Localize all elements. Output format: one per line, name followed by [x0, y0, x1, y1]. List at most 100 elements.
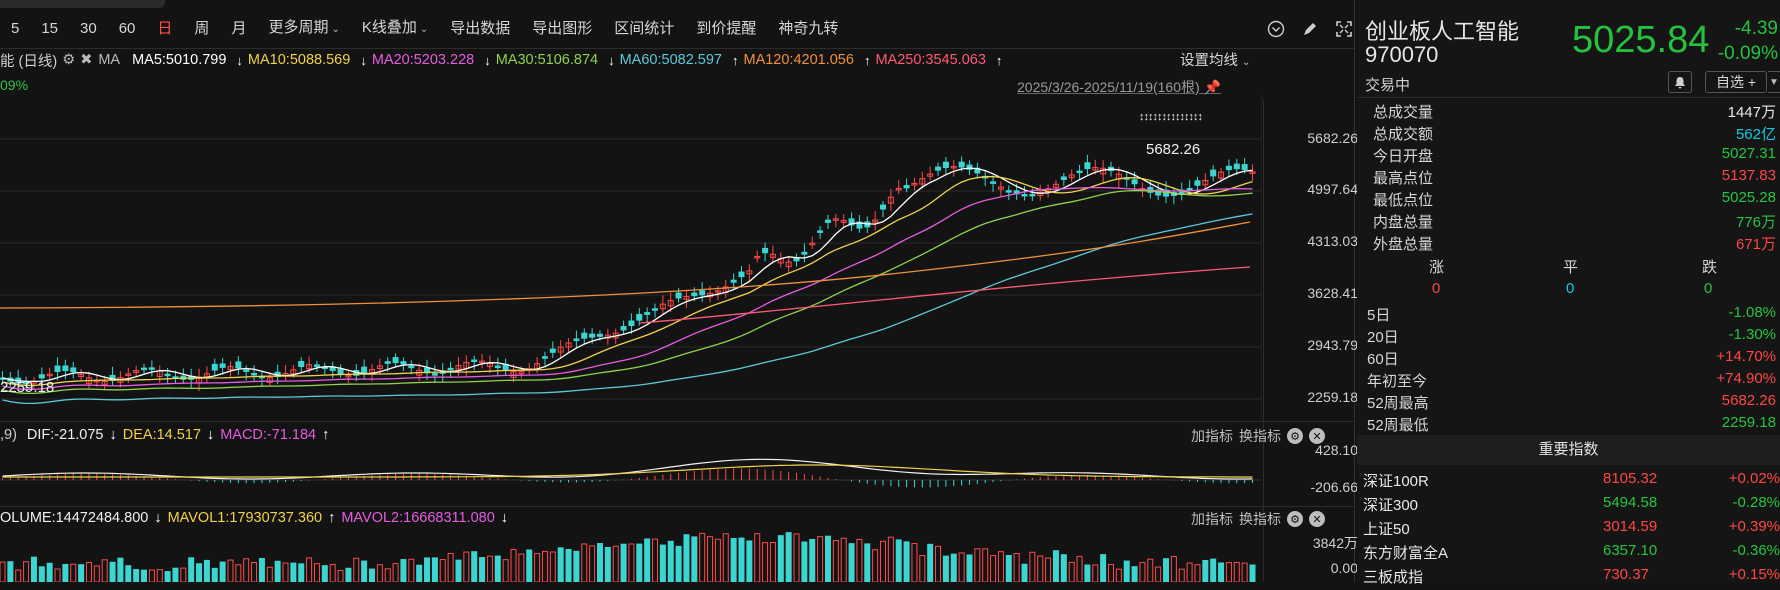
candle-body	[1131, 179, 1138, 185]
index-name: 创业板人工智能	[1365, 19, 1520, 44]
fullscreen-icon[interactable]	[1333, 18, 1355, 40]
stat-row: 外盘总量 671万	[1373, 233, 1776, 255]
range-stats-button[interactable]: 区间统计	[614, 20, 675, 37]
period-60[interactable]: 60	[118, 20, 136, 37]
stat-row: 最高点位 5137.83	[1373, 167, 1776, 189]
pin-icon[interactable]: 📌	[1203, 79, 1221, 95]
period-30[interactable]: 30	[80, 20, 97, 37]
volume-bar	[824, 535, 831, 582]
chevron-circle-icon[interactable]	[1265, 18, 1287, 40]
watchlist-button[interactable]: 自选 +	[1705, 71, 1767, 93]
candle-body	[384, 361, 391, 364]
stat-label: 外盘总量	[1373, 236, 1434, 253]
period-15[interactable]: 15	[41, 20, 59, 37]
candle-body	[714, 290, 721, 293]
performance-label: 60日	[1367, 351, 1399, 368]
candle-body	[730, 279, 737, 283]
macd-params: ,9)	[0, 427, 17, 443]
volume-bar	[353, 557, 360, 582]
ma-line	[639, 266, 1251, 324]
volume-bar	[1218, 562, 1225, 582]
kline-overlay-dropdown[interactable]: K线叠加 ⌄	[351, 9, 439, 49]
volume-bar	[1155, 566, 1162, 582]
more-periods-dropdown[interactable]: 更多周期 ⌄	[257, 9, 350, 49]
switch-indicator-button[interactable]: 换指标	[1239, 511, 1281, 527]
add-indicator-button[interactable]: 加指标	[1191, 511, 1233, 527]
volume-bar	[911, 543, 918, 582]
gear-icon[interactable]: ⚙	[1287, 428, 1303, 444]
period-day[interactable]: 日	[157, 20, 173, 37]
volume-bar	[188, 557, 195, 582]
candle-body	[824, 219, 831, 223]
close-icon[interactable]: ✕	[1309, 511, 1325, 527]
index-row[interactable]: 深证300 5494.58 -0.28%	[1363, 494, 1780, 518]
volume-bar	[950, 553, 957, 582]
candle-body	[1210, 169, 1217, 177]
gear-icon[interactable]: ⚙	[1287, 511, 1303, 527]
stat-row: 总成交额 562亿	[1373, 123, 1776, 145]
volume-bar	[636, 543, 643, 582]
volume-bar	[793, 533, 800, 582]
draw-pen-icon[interactable]	[1299, 18, 1321, 40]
candle-body	[235, 361, 242, 369]
add-indicator-button[interactable]: 加指标	[1191, 428, 1233, 444]
settings-icon[interactable]: ⚙	[62, 52, 76, 68]
ma120-arrow: ↑	[863, 52, 871, 68]
volume-bar	[722, 533, 729, 582]
macd-value: MACD:-71.184	[220, 427, 317, 443]
candle-body	[1068, 174, 1075, 179]
mavol1-value: MAVOL1:17930737.360	[167, 510, 323, 526]
volume-bar	[368, 568, 375, 582]
magic-nine-button[interactable]: 神奇九转	[778, 20, 839, 37]
close-icon[interactable]: ✕	[1309, 428, 1325, 444]
index-row-name: 深证100R	[1363, 473, 1429, 490]
bell-icon	[1675, 76, 1685, 88]
ma-label: MA	[98, 52, 121, 68]
volume-bar	[1068, 561, 1075, 582]
last-price: 5025.84	[1572, 19, 1710, 61]
candle-body	[1005, 190, 1012, 193]
period-5[interactable]: 5	[11, 20, 20, 37]
export-chart-button[interactable]: 导出图形	[532, 20, 593, 37]
volume-bar	[691, 536, 698, 582]
mavol2-arrow: ↓	[500, 510, 509, 526]
alert-bell-button[interactable]	[1668, 71, 1692, 93]
window-tab[interactable]	[0, 0, 165, 8]
close-icon[interactable]: ✖	[80, 52, 93, 68]
price-alert-button[interactable]: 到价提醒	[696, 20, 757, 37]
candle-body	[817, 230, 824, 233]
index-row[interactable]: 东方财富全A 6357.10 -0.36%	[1363, 542, 1780, 566]
candle-body	[455, 365, 462, 370]
volume-bar	[1249, 564, 1256, 582]
candle-body	[997, 186, 1004, 190]
period-week[interactable]: 周	[194, 20, 210, 37]
period-month[interactable]: 月	[231, 20, 247, 37]
index-row[interactable]: 上证50 3014.59 +0.39%	[1363, 518, 1780, 542]
export-data-button[interactable]: 导出数据	[450, 20, 511, 37]
performance-value: 2259.18	[1721, 414, 1776, 431]
volume-bar	[809, 538, 816, 582]
volume-bar	[1005, 554, 1012, 582]
set-ma-dropdown[interactable]: 设置均线 ⌄	[1180, 49, 1250, 70]
candle-body	[691, 292, 698, 297]
candle-body	[38, 374, 45, 379]
volume-bar	[927, 543, 934, 582]
volume-bar	[1131, 566, 1138, 582]
candle-body	[1233, 163, 1240, 170]
switch-indicator-button[interactable]: 换指标	[1239, 428, 1281, 444]
volume-bar	[644, 538, 651, 582]
index-row[interactable]: 三板成指 730.37 +0.15%	[1363, 566, 1780, 590]
candle-body	[203, 373, 210, 378]
date-range-link[interactable]: 2025/3/26-2025/11/19(160根) 📌	[1017, 77, 1221, 97]
performance-value: 5682.26	[1721, 392, 1776, 409]
index-row-name: 三板成指	[1363, 569, 1424, 586]
macd-controls: 加指标 换指标 ⚙ ✕	[1191, 426, 1325, 446]
candle-body	[620, 326, 627, 331]
volume-bar	[180, 567, 187, 582]
candle-body	[313, 364, 320, 367]
candle-body	[298, 360, 305, 367]
performance-label: 20日	[1367, 329, 1399, 346]
volume-bar	[557, 547, 564, 582]
chevron-down-icon[interactable]: ▼	[1768, 71, 1780, 93]
index-row[interactable]: 深证100R 8105.32 +0.02%	[1363, 470, 1780, 494]
